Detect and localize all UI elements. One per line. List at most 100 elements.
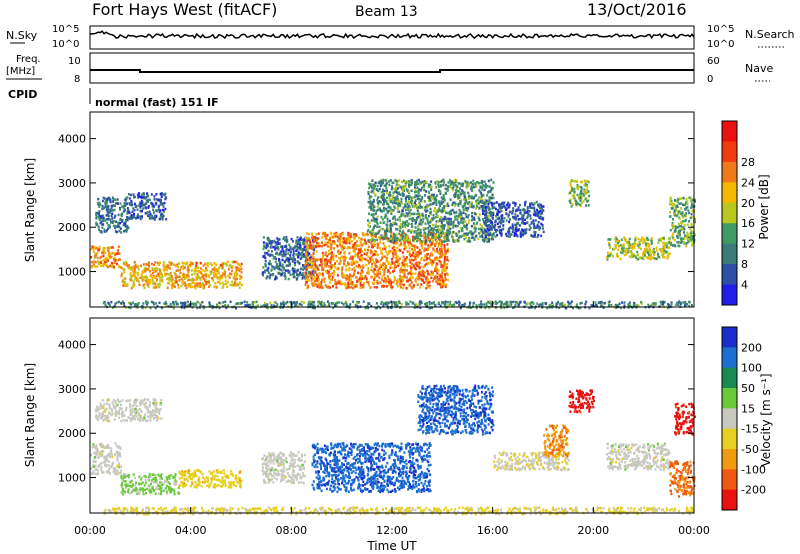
scatter-cell — [623, 253, 626, 257]
scatter-cell — [409, 265, 412, 268]
scatter-cell — [225, 264, 228, 267]
scatter-cell — [406, 202, 409, 206]
scatter-cell — [339, 234, 342, 238]
scatter-cell — [401, 210, 404, 213]
scatter-cell — [144, 270, 147, 273]
scatter-cell — [420, 256, 423, 260]
scatter-cell — [403, 221, 405, 224]
scatter-cell — [420, 250, 423, 254]
scatter-cell — [376, 286, 379, 289]
freq-panel: Freq. [MHz] 10 8 60 0 Nave CPID normal (… — [6, 52, 773, 109]
scatter-cell — [424, 214, 427, 217]
scatter-cell — [306, 251, 309, 254]
scatter-cell — [498, 210, 501, 214]
scatter-cell — [160, 276, 163, 279]
scatter-cell — [211, 268, 214, 271]
scatter-cell — [342, 241, 345, 244]
scatter-cell — [152, 216, 155, 220]
scatter-cell — [222, 283, 225, 286]
scatter-cell — [434, 243, 437, 246]
scatter-cell — [153, 268, 156, 271]
scatter-cell — [317, 258, 320, 261]
scatter-cell — [369, 202, 372, 205]
scatter-cell — [335, 283, 338, 286]
scatter-cell — [377, 260, 380, 264]
scatter-cell — [431, 217, 434, 220]
scatter-cell — [97, 248, 100, 252]
scatter-cell — [413, 230, 416, 233]
scatter-cell — [193, 269, 196, 273]
scatter-cell — [503, 201, 506, 204]
scatter-cell — [104, 203, 107, 206]
scatter-cell — [129, 272, 132, 275]
scatter-cell — [442, 279, 445, 283]
scatter-cell — [521, 217, 524, 220]
scatter-cell — [382, 191, 385, 194]
scatter-cell — [107, 215, 110, 218]
scatter-cell — [428, 280, 431, 284]
scatter-cell — [322, 232, 325, 235]
scatter-cell — [392, 270, 394, 273]
scatter-cell — [161, 275, 164, 279]
scatter-cell — [351, 262, 354, 265]
scatter-cell — [668, 252, 671, 256]
scatter-cell — [97, 225, 100, 228]
scatter-cell — [429, 207, 432, 211]
scatter-cell — [667, 246, 670, 249]
scatter-cell — [683, 231, 685, 234]
scatter-cell — [402, 263, 405, 267]
scatter-cell — [539, 206, 542, 210]
scatter-cell — [440, 180, 443, 183]
scatter-cell — [686, 223, 689, 226]
scatter-cell — [386, 209, 389, 213]
scatter-cell — [538, 203, 541, 206]
scatter-cell — [496, 217, 499, 220]
scatter-cell — [395, 242, 398, 245]
scatter-cell — [452, 194, 455, 197]
scatter-cell — [276, 262, 279, 266]
scatter-cell — [123, 201, 126, 205]
scatter-cell — [492, 232, 495, 235]
scatter-cell — [529, 202, 531, 206]
scatter-cell — [682, 237, 685, 240]
scatter-cell — [472, 231, 475, 235]
scatter-cell — [297, 261, 300, 264]
scatter-cell — [159, 261, 161, 265]
scatter-cell — [680, 224, 682, 228]
scatter-cell — [482, 230, 485, 234]
scatter-cell — [383, 270, 386, 274]
scatter-cell — [234, 278, 237, 281]
scatter-cell — [385, 234, 388, 238]
scatter-cell — [426, 276, 429, 279]
scatter-cell — [359, 249, 362, 252]
scatter-cell — [417, 228, 419, 231]
scatter-cell — [459, 199, 462, 203]
scatter-cell — [417, 216, 420, 219]
scatter-cell — [395, 256, 398, 260]
scatter-cell — [366, 304, 369, 308]
scatter-cell — [365, 280, 368, 283]
scatter-cell — [326, 245, 329, 248]
scatter-cell — [397, 238, 400, 242]
scatter-cell — [333, 247, 336, 250]
scatter-cell — [275, 252, 278, 255]
scatter-cell — [447, 181, 450, 184]
scatter-cell — [328, 281, 331, 284]
scatter-cell — [542, 227, 544, 230]
scatter-cell — [341, 276, 344, 279]
scatter-cell — [391, 247, 394, 250]
scatter-cell — [195, 278, 198, 282]
scatter-cell — [310, 276, 313, 280]
scatter-cell — [139, 206, 142, 209]
scatter-cell — [573, 180, 576, 183]
scatter-cell — [315, 238, 318, 242]
scatter-cell — [429, 183, 432, 187]
scatter-cell — [452, 186, 455, 190]
scatter-cell — [194, 282, 196, 285]
scatter-cell — [391, 187, 394, 190]
scatter-cell — [123, 230, 126, 233]
scatter-cell — [102, 249, 105, 252]
scatter-cell — [154, 261, 157, 264]
scatter-cell — [392, 249, 395, 253]
scatter-cell — [135, 279, 138, 282]
